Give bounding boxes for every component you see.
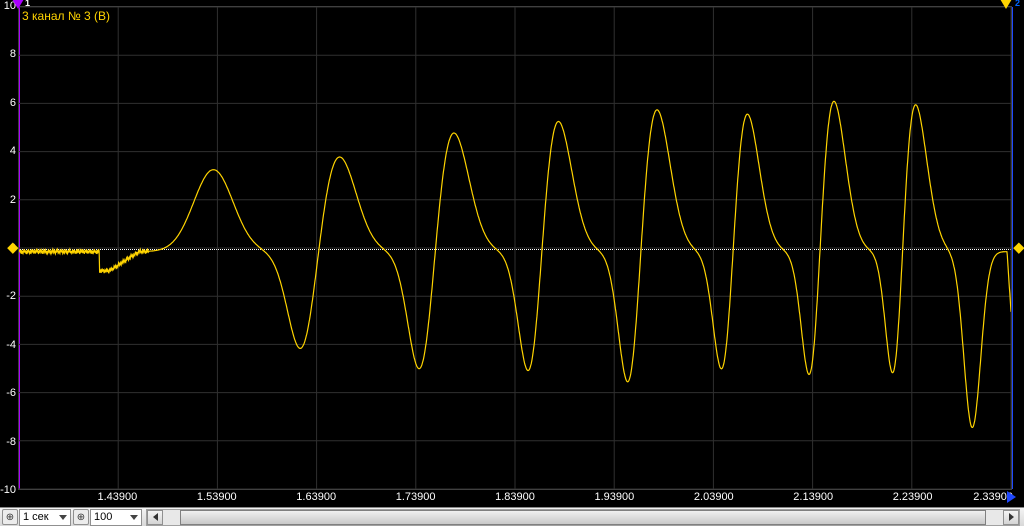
x-tick-label: 2.23900	[893, 491, 933, 503]
chevron-left-icon	[153, 513, 158, 521]
bottom-toolbar: ⊕ 1 сек ⊕ 100	[0, 507, 1024, 526]
chevron-right-icon	[1009, 513, 1014, 521]
x-tick-label: 2.03900	[694, 491, 734, 503]
y-tick-label: -4	[6, 339, 16, 351]
x-tick-label: 1.43900	[98, 491, 138, 503]
y-tick-label: 6	[10, 97, 16, 109]
timebase-value: 1 сек	[23, 511, 49, 523]
y-tick-label: 2	[10, 194, 16, 206]
horizontal-scrollbar[interactable]	[146, 509, 1020, 526]
x-tick-label: 1.63900	[296, 491, 336, 503]
y-tick-label: -8	[6, 436, 16, 448]
cursor-1-number: 1	[25, 0, 30, 8]
cursor-2-number: 2	[1015, 0, 1020, 8]
zero-marker-right[interactable]	[1013, 243, 1024, 254]
waveform-svg	[19, 7, 1011, 489]
x-tick-label: 1.53900	[197, 491, 237, 503]
y-tick-label: 4	[10, 145, 16, 157]
timebase-target-icon[interactable]: ⊕	[2, 509, 18, 525]
x-tick-label: 1.83900	[495, 491, 535, 503]
y-tick-label: -2	[6, 290, 16, 302]
cursor-1-marker[interactable]	[12, 0, 24, 9]
x-tick-label: 2.13900	[793, 491, 833, 503]
x-tick-label: 1.73900	[396, 491, 436, 503]
play-icon[interactable]	[1007, 491, 1016, 503]
scroll-right-button[interactable]	[1003, 510, 1019, 525]
scroll-left-button[interactable]	[147, 510, 163, 525]
plot-container: -10-8-6-4-20246810 3 канал № 3 (B) 1 2 1…	[0, 0, 1024, 507]
cursor-2-marker[interactable]	[1000, 0, 1012, 9]
scale-target-icon[interactable]: ⊕	[73, 509, 89, 525]
chart-area[interactable]	[18, 6, 1012, 490]
scroll-thumb[interactable]	[180, 510, 986, 525]
y-tick-label: 8	[10, 48, 16, 60]
y-tick-label: -6	[6, 387, 16, 399]
channel-label: 3 канал № 3 (B)	[22, 9, 110, 23]
scale-value: 100	[94, 511, 112, 523]
timebase-select[interactable]: 1 сек	[19, 509, 71, 526]
x-tick-label: 1.93900	[595, 491, 635, 503]
x-axis: 1.43900 1.53900 1.63900 1.73900 1.83900 1.939…	[0, 490, 1024, 507]
scale-select[interactable]: 100	[90, 509, 142, 526]
